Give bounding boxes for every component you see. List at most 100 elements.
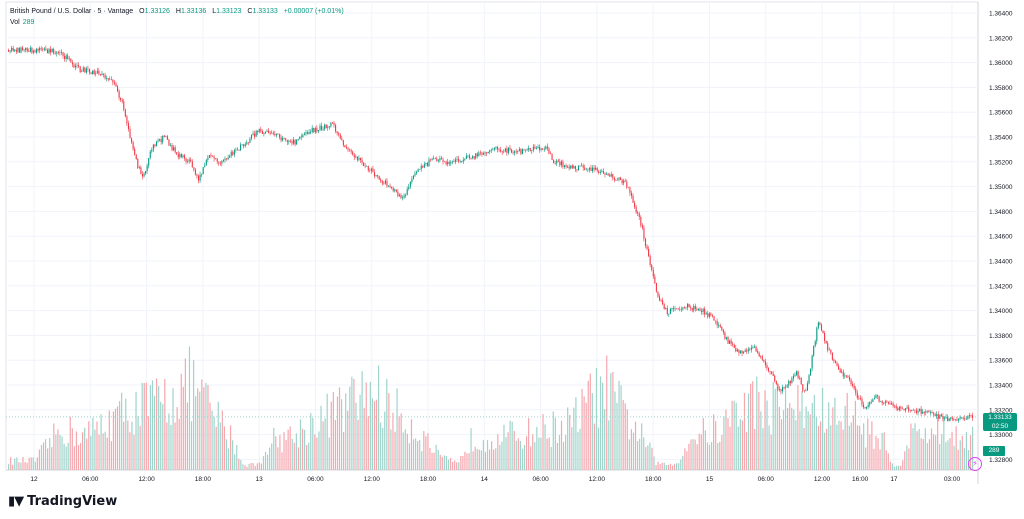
volume-bar [579, 428, 581, 470]
candle-body [472, 156, 474, 159]
volume-bar [729, 426, 731, 470]
candle-body [848, 377, 851, 380]
candle-body [380, 179, 382, 182]
candle-body [152, 144, 154, 150]
volume-bar [227, 448, 230, 470]
candle-body [799, 377, 801, 379]
volume-bar [223, 426, 226, 470]
candle-body [433, 158, 435, 160]
volume-bar [427, 433, 429, 470]
volume-bar [877, 438, 879, 470]
volume-bar [135, 391, 137, 470]
candle-body [412, 175, 415, 179]
volume-bar [889, 461, 891, 470]
candle-body [761, 356, 763, 360]
candle-body [736, 349, 738, 352]
candle-body [657, 291, 659, 297]
bar-countdown: 02:50 [991, 423, 1009, 430]
volume-bar [906, 445, 908, 470]
candle-body [713, 316, 715, 321]
volume-bar [466, 453, 468, 470]
volume-bar [523, 444, 526, 470]
volume-bar [663, 462, 665, 470]
volume-bar [79, 442, 82, 470]
volume-bar [649, 442, 651, 470]
candle-body [297, 139, 299, 140]
low-label: L [212, 8, 217, 15]
volume-bar [614, 391, 616, 470]
candle-body [57, 52, 59, 53]
candle-body [194, 169, 196, 175]
volume-bar [867, 418, 869, 470]
candle-body [581, 165, 583, 167]
x-tick-label: 18:00 [645, 476, 662, 483]
candle-body [841, 371, 843, 373]
volume-bar [277, 447, 279, 470]
volume-bar [170, 424, 172, 470]
volume-bar [127, 420, 129, 470]
volume-bar [532, 434, 534, 470]
candle-body [113, 82, 115, 84]
volume-bar [476, 448, 478, 470]
candle-body [155, 141, 158, 147]
candle-body [419, 169, 421, 170]
candle-body [160, 139, 162, 143]
candle-body [634, 202, 636, 208]
volume-bar [774, 388, 776, 470]
volume-bar [782, 410, 785, 470]
candle-body [196, 174, 198, 176]
volume-bar [628, 439, 630, 470]
candle-body [238, 149, 240, 151]
volume-bar [412, 439, 415, 470]
candle-body [724, 332, 726, 339]
volume-bar [515, 440, 517, 470]
candle-body [451, 161, 453, 163]
volume-bar [258, 462, 260, 470]
candle-body [641, 225, 643, 228]
candle-body [300, 136, 302, 138]
open-value: 1.33126 [144, 8, 170, 15]
candle-body [202, 167, 204, 174]
lightning-icon[interactable]: ⚡ [968, 457, 982, 471]
volume-bar [480, 450, 482, 470]
candle-body [504, 148, 506, 152]
volume-bar [577, 431, 579, 470]
candle-body [560, 161, 562, 166]
volume-bar [155, 378, 158, 470]
volume-bar [474, 446, 476, 470]
volume-bar [164, 378, 166, 470]
volume-bar [495, 448, 497, 470]
volume-bar [182, 386, 184, 470]
volume-bar [324, 418, 326, 470]
volume-bar [382, 427, 384, 470]
volume-bar [289, 426, 291, 470]
volume-bar [676, 463, 678, 470]
candle-body [51, 49, 53, 53]
candle-body [870, 401, 872, 403]
candle-body [60, 52, 63, 53]
volume-bar [713, 414, 715, 470]
candle-body [917, 410, 919, 413]
volume-bar [945, 442, 947, 470]
candle-body [59, 52, 61, 54]
tradingview-logo[interactable]: ▮▼ TradingView [8, 494, 117, 509]
candle-body [746, 350, 748, 352]
volume-bar [548, 437, 550, 470]
volume-bar [88, 421, 90, 470]
volume-bar [881, 432, 883, 470]
volume-label: Vol [10, 19, 20, 26]
candle-body [134, 148, 136, 155]
candle-body [373, 172, 376, 177]
y-tick-label: 1.35600 [989, 110, 1013, 117]
volume-bar [893, 466, 896, 470]
volume-bar [887, 453, 889, 470]
candle-body [526, 149, 528, 151]
y-tick-label: 1.34800 [989, 209, 1013, 216]
volume-bar [141, 382, 143, 470]
volume-bar [538, 437, 540, 470]
candle-body [453, 161, 455, 162]
volume-bar [408, 443, 411, 470]
volume-bar [295, 433, 297, 470]
candle-body [957, 418, 960, 421]
